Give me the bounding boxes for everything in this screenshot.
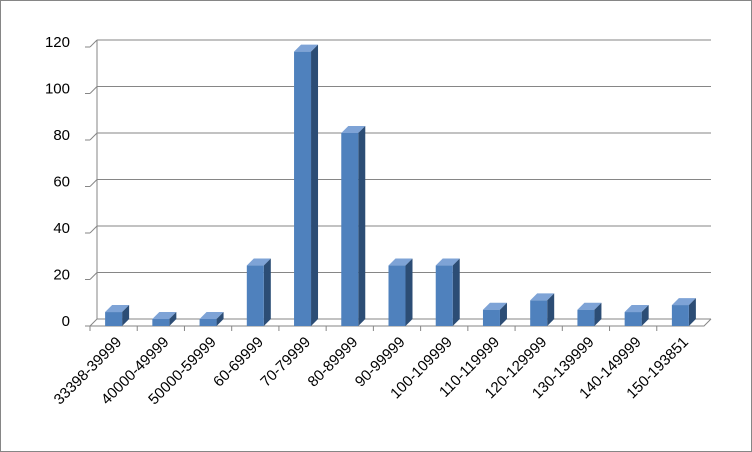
bar-top [199, 312, 224, 320]
bar-side [311, 44, 319, 327]
bar-top [105, 305, 130, 313]
bar [624, 312, 642, 326]
bar [530, 300, 548, 326]
bar-top [246, 258, 271, 266]
bar-top [435, 258, 460, 266]
grid-line-depth [89, 179, 98, 187]
grid-line-depth [89, 318, 98, 327]
bar-side [499, 302, 507, 326]
bar-side [169, 312, 177, 326]
bar-side [641, 305, 649, 326]
bar-top [341, 126, 366, 134]
y-tick-label: 20 [53, 266, 70, 283]
bar-side [452, 258, 460, 326]
bar-top [152, 312, 177, 320]
bar [152, 319, 170, 326]
bar [435, 265, 453, 326]
bar [482, 309, 500, 326]
y-tick-label: 0 [62, 313, 70, 330]
bar [388, 265, 406, 326]
bar [199, 319, 217, 326]
bar-top [624, 305, 649, 313]
bar [246, 265, 264, 326]
bar [105, 312, 123, 326]
bar-side [216, 312, 224, 326]
y-tick-label: 120 [45, 34, 70, 51]
grid-line-depth [89, 39, 98, 48]
bar-top [577, 302, 602, 310]
grid-line-depth [89, 132, 98, 141]
bar-top [294, 44, 319, 52]
bar [294, 51, 312, 327]
y-tick-label: 40 [53, 220, 70, 237]
bar-side [358, 126, 366, 327]
y-tick-label: 60 [53, 173, 70, 190]
bar-side [405, 258, 413, 326]
bar [671, 305, 689, 326]
y-tick-label: 80 [53, 127, 70, 144]
bar-side [688, 298, 696, 326]
bar-top [530, 293, 555, 301]
bar-top [671, 298, 696, 306]
grid-line-depth [89, 272, 98, 280]
grid-line-depth [89, 86, 98, 94]
bar-side [594, 302, 602, 326]
bar-side [547, 293, 555, 326]
bar [577, 309, 595, 326]
bar [341, 133, 359, 326]
bar-side [263, 258, 271, 326]
grid-line-depth [89, 225, 98, 234]
bar-side [122, 305, 130, 326]
bar-top [482, 302, 507, 310]
y-tick-label: 100 [45, 80, 70, 97]
bar-top [388, 258, 413, 266]
